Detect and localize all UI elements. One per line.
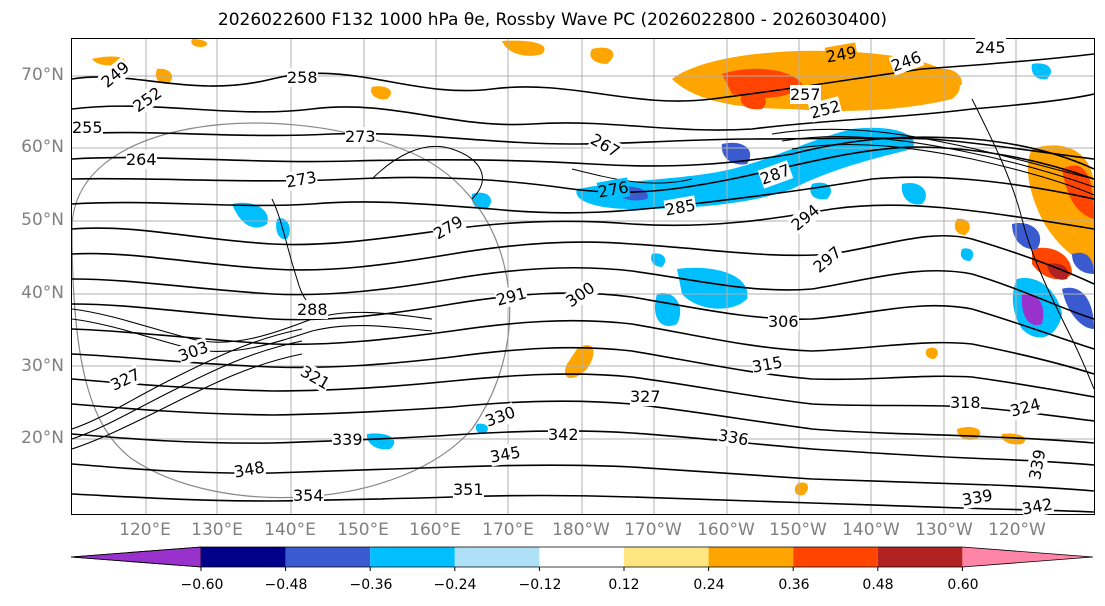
contour-label: 258 bbox=[287, 68, 318, 87]
plot-title: 2026022600 F132 1000 hPa θe, Rossby Wave… bbox=[217, 10, 888, 30]
colorbar-tick-label: −0.48 bbox=[264, 577, 308, 593]
colorbar-segment bbox=[454, 547, 540, 567]
positive-anomaly-fills bbox=[92, 39, 1094, 496]
lat-label: 40°N bbox=[21, 283, 64, 303]
lon-label: 140°E bbox=[264, 520, 316, 540]
colorbar-segment bbox=[370, 547, 455, 567]
colorbar-tick-label: −0.36 bbox=[349, 577, 393, 593]
lat-label: 70°N bbox=[21, 65, 64, 85]
colorbar-segment bbox=[70, 546, 202, 568]
colorbar-segment bbox=[962, 547, 1093, 567]
contour-label: 342 bbox=[548, 425, 579, 444]
contour-label: 273 bbox=[345, 127, 376, 146]
contour-label: 257 bbox=[790, 85, 821, 104]
colorbar-tick-label: −0.24 bbox=[433, 577, 477, 593]
lon-label: 130°W bbox=[915, 520, 973, 540]
lat-label: 30°N bbox=[21, 356, 64, 376]
lon-label: 160°W bbox=[697, 520, 755, 540]
lat-label: 50°N bbox=[21, 210, 64, 230]
lat-label: 20°N bbox=[21, 428, 64, 448]
colorbar-tick-label: 0.36 bbox=[778, 577, 810, 593]
colorbar-tick-label: 0.24 bbox=[693, 577, 725, 593]
lon-label: 160°E bbox=[409, 520, 461, 540]
contour-label: 318 bbox=[950, 393, 981, 412]
colorbar-tick-label: −0.12 bbox=[518, 577, 562, 593]
lon-label: 140°W bbox=[842, 520, 900, 540]
colorbar-segment bbox=[877, 547, 963, 567]
colorbar-tick-label: 0.12 bbox=[608, 577, 640, 593]
contour-label: 339 bbox=[332, 430, 363, 449]
colorbar-segment bbox=[624, 547, 709, 567]
colorbar-tick-label: −0.60 bbox=[180, 577, 224, 593]
contour-label: 306 bbox=[768, 312, 799, 331]
colorbar-segment bbox=[793, 547, 878, 567]
lat-label: 60°N bbox=[21, 137, 64, 157]
lon-label: 150°E bbox=[337, 520, 389, 540]
lon-label: 170°W bbox=[624, 520, 682, 540]
contour-label: 351 bbox=[453, 480, 484, 499]
dense-contour-band bbox=[72, 128, 1094, 450]
colorbar-segment bbox=[539, 547, 624, 567]
lon-label: 180°W bbox=[552, 520, 610, 540]
contour-label: 255 bbox=[72, 118, 103, 137]
colorbar-segments bbox=[70, 546, 1094, 571]
lon-label: 150°W bbox=[769, 520, 827, 540]
lon-label: 170°E bbox=[482, 520, 534, 540]
colorbar-segment bbox=[201, 547, 286, 567]
colorbar-tick-label: 0.60 bbox=[947, 577, 979, 593]
lon-label: 120°W bbox=[988, 520, 1046, 540]
colorbar-segment bbox=[708, 547, 794, 567]
colorbar-segment bbox=[285, 547, 371, 567]
contour-label: 245 bbox=[975, 38, 1006, 57]
rossby-wave-circle bbox=[72, 122, 511, 499]
contour-label: 288 bbox=[297, 300, 328, 319]
contour-label: 264 bbox=[126, 150, 157, 169]
theta-e-contours bbox=[72, 53, 1094, 513]
lon-label: 130°E bbox=[191, 520, 243, 540]
lon-label: 120°E bbox=[119, 520, 171, 540]
contour-label: 354 bbox=[293, 486, 324, 505]
contour-label: 327 bbox=[630, 387, 661, 406]
colorbar-tick-label: 0.48 bbox=[862, 577, 894, 593]
